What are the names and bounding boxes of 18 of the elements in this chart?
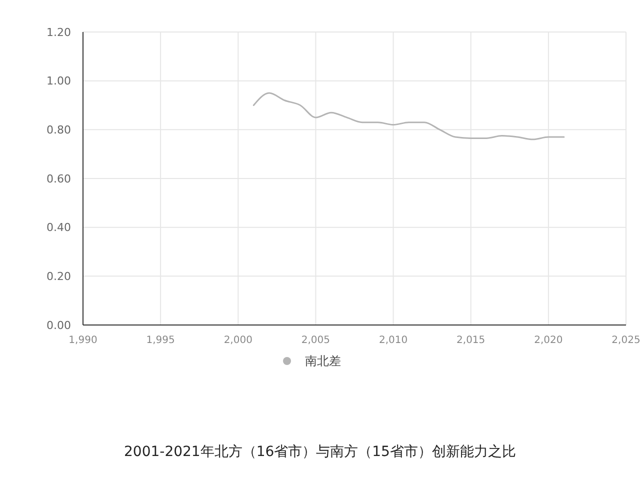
legend-label: 南北差 (305, 354, 341, 368)
x-tick-label: 1,995 (146, 335, 175, 346)
x-tick-label: 2,005 (301, 335, 330, 346)
line-series (252, 92, 565, 140)
y-tick-label: 0.60 (46, 172, 71, 186)
x-tick-label: 2,010 (378, 335, 408, 346)
y-tick-label: 0.20 (46, 270, 71, 284)
y-tick-label: 0.40 (46, 221, 71, 234)
x-tick-label: 1,990 (68, 335, 98, 346)
x-tick-label: 2,015 (456, 335, 486, 346)
x-tick-label: 2,000 (224, 335, 252, 346)
text: 2001-2021年北方（16省市）与南方（15省市）创新能力之比 (124, 444, 516, 460)
y-tick-label: 1.00 (46, 74, 71, 88)
y-tick-label: 1.20 (46, 26, 71, 39)
y-tick-label: 0.80 (46, 124, 71, 137)
y-tick-label: 0.00 (46, 318, 71, 332)
x-tick-label: 2,020 (534, 335, 563, 346)
x-tick-label: 2,025 (612, 335, 640, 346)
